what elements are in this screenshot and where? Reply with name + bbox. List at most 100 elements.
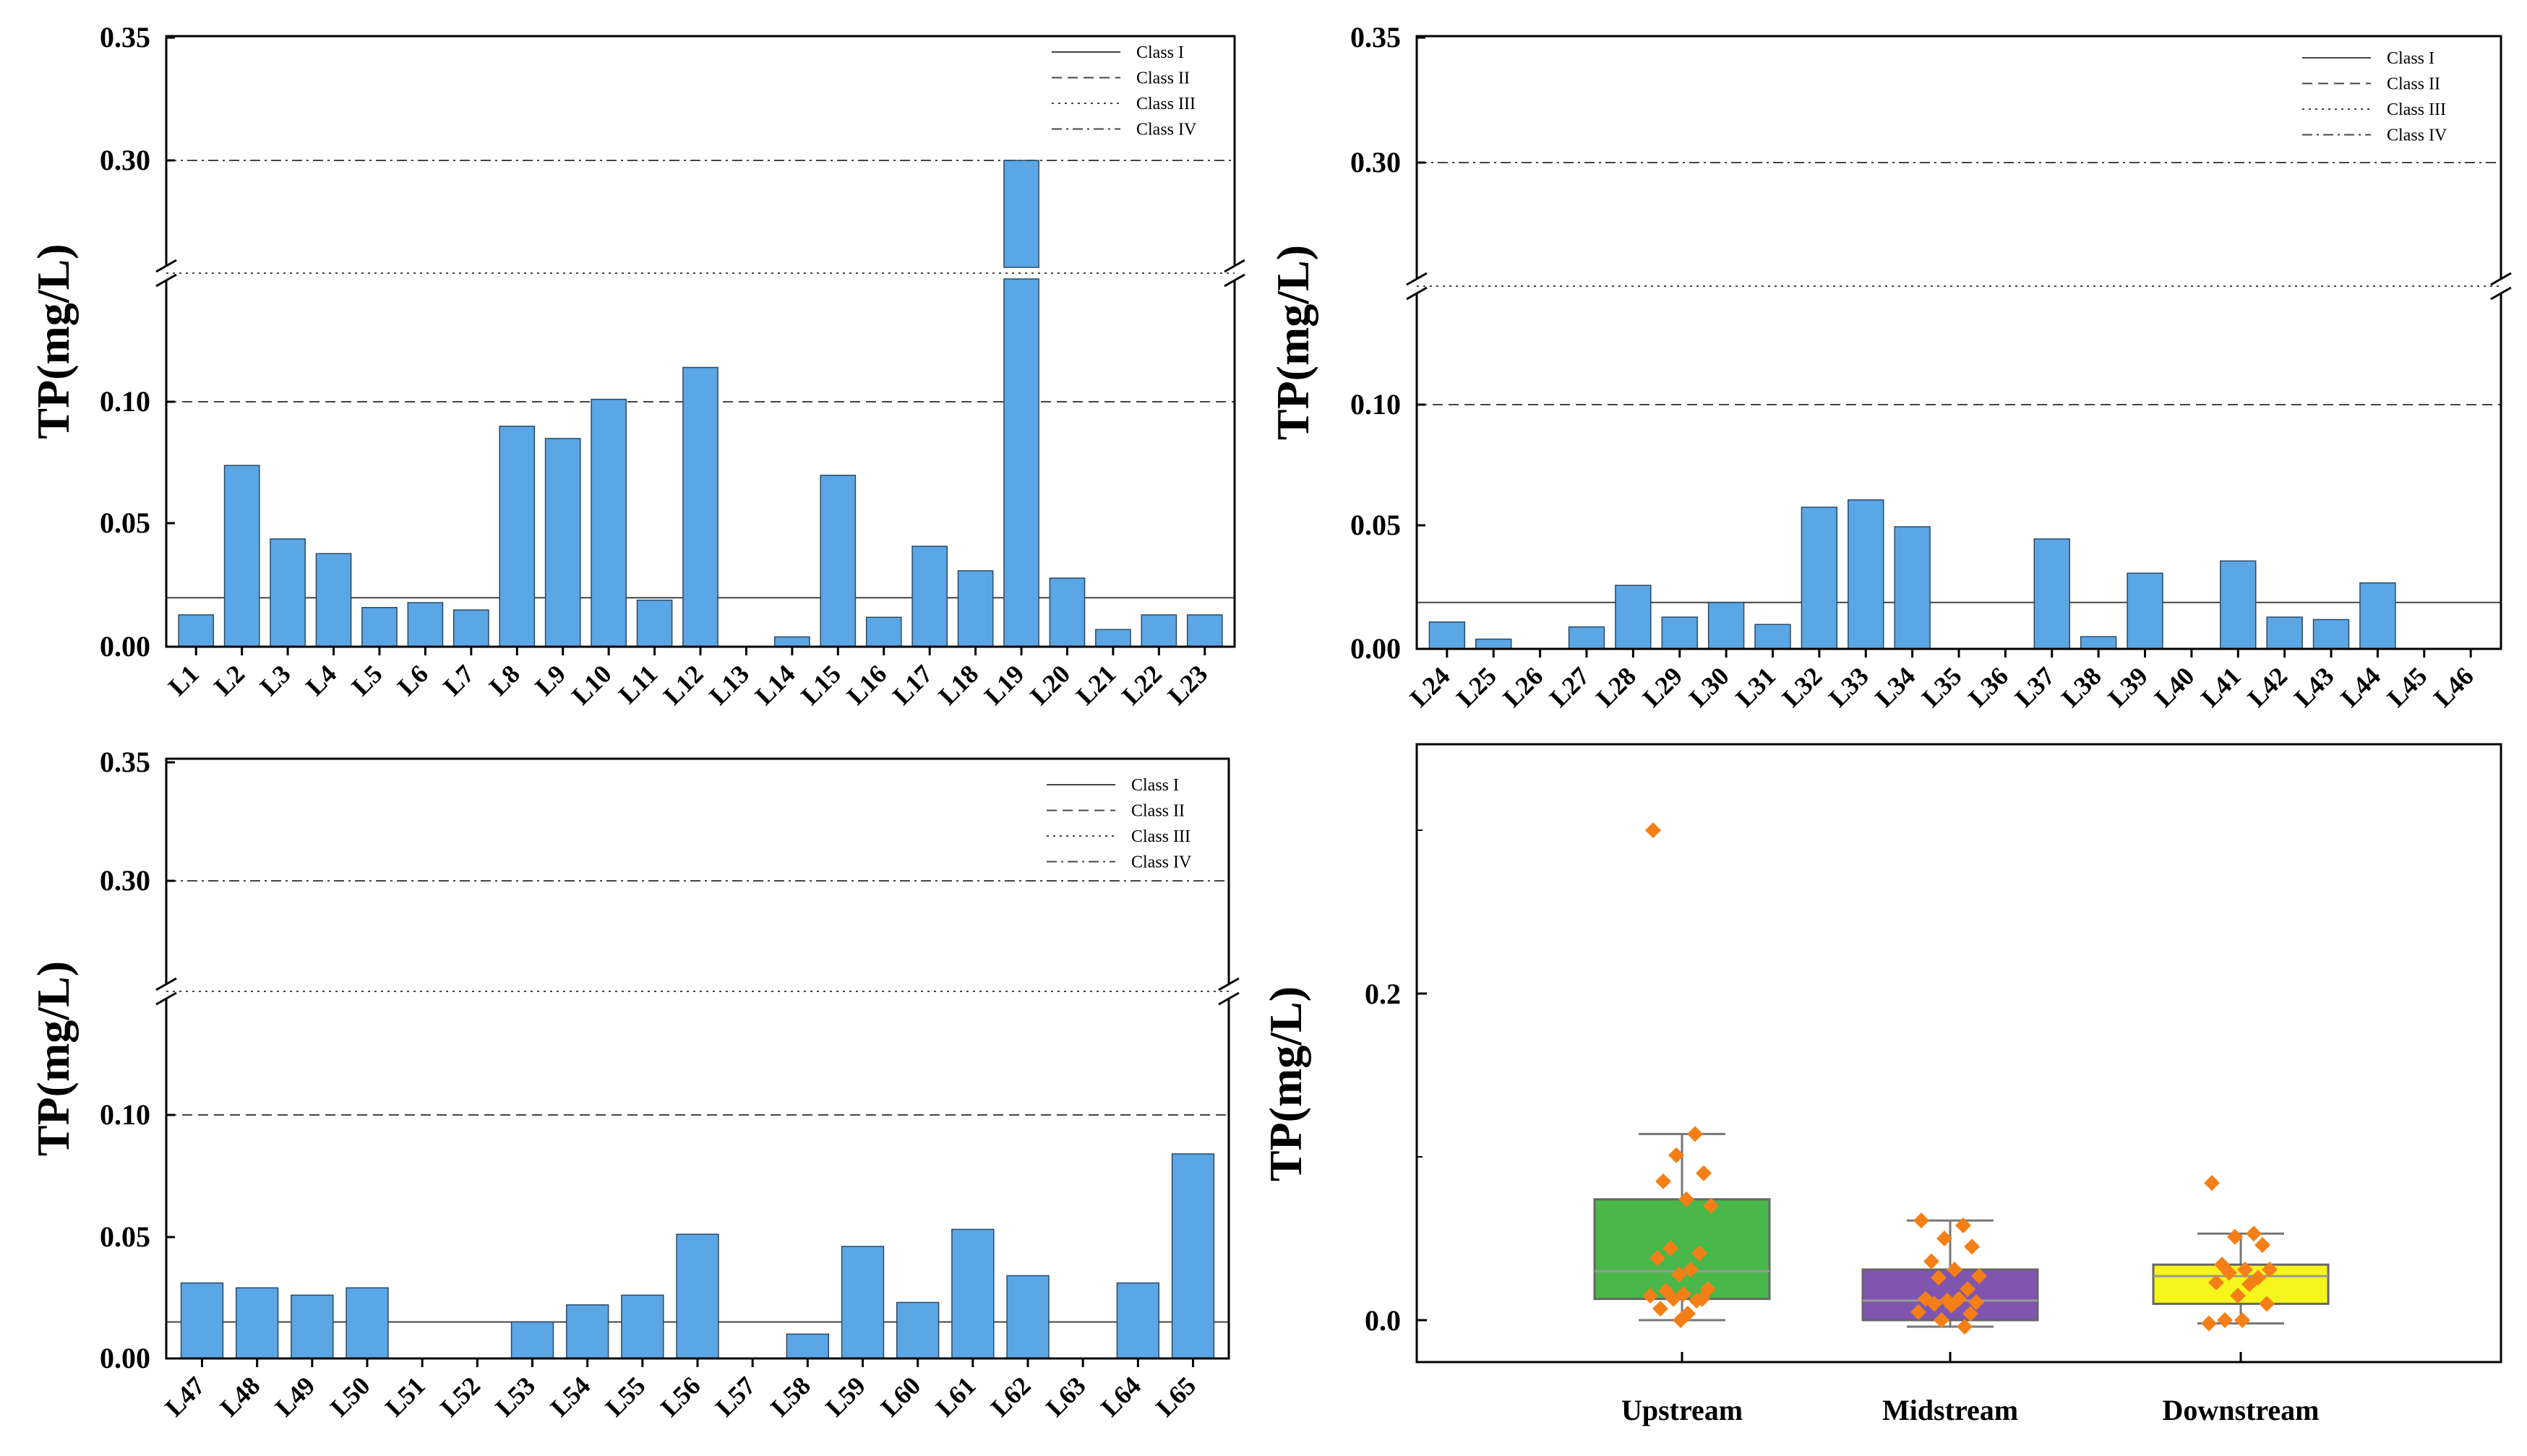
data-point-upstream <box>1678 1191 1694 1207</box>
bar-L16 <box>865 616 902 647</box>
legend-label-class-iii: Class III <box>1136 95 1196 113</box>
panel-a-bar-chart: L1 L2 L3 L4 L5 L6 L7 L8 L9L10L11L12L13L14L15L16L… <box>27 21 1245 710</box>
bar-L41 <box>2220 560 2257 650</box>
data-point-downstream <box>2259 1296 2275 1312</box>
axis-break-mark <box>155 977 177 991</box>
bar-L20 <box>1049 577 1086 647</box>
legend-label-class-ii: Class II <box>2387 75 2440 94</box>
x-tick-label-L48: L48 <box>215 1371 266 1422</box>
y-tick-label: 0.35 <box>100 21 150 53</box>
bar-L12 <box>682 366 718 647</box>
x-tick-label-L19: L19 <box>979 659 1030 710</box>
data-point-upstream <box>1683 1261 1699 1278</box>
bar-L33 <box>1848 499 1884 650</box>
x-tick-label-L6: L6 <box>392 659 434 701</box>
data-point-downstream <box>2227 1228 2243 1245</box>
x-tick-label-L5: L5 <box>346 659 388 701</box>
data-point-downstream <box>2221 1265 2237 1281</box>
axis-break-mark <box>1224 273 1245 288</box>
data-point-upstream <box>1665 1291 1681 1307</box>
data-point-upstream <box>1668 1147 1684 1163</box>
data-point-downstream <box>2241 1276 2257 1293</box>
data-point-upstream <box>1689 1292 1704 1309</box>
bar-L22 <box>1141 614 1177 647</box>
bar-L19-upper <box>1003 160 1039 268</box>
x-tick-label-L46: L46 <box>2428 661 2479 712</box>
bar-L14 <box>774 636 810 647</box>
x-tick-label-L14: L14 <box>750 659 801 710</box>
x-tick-label-L13: L13 <box>703 659 755 710</box>
bar-L59 <box>841 1246 885 1359</box>
data-point-midstream <box>1910 1304 1926 1320</box>
x-tick-label-L20: L20 <box>1024 659 1076 710</box>
x-tick-label-L3: L3 <box>254 659 296 701</box>
panel-c-bar-chart: L47 L48 L49 L50 L51 L52 L53 L54 L55 L56 L57 L58 L59 L… <box>27 746 1240 1422</box>
y-tick-label: 0.05 <box>1350 509 1401 541</box>
legend-label-class-i: Class I <box>1136 43 1184 62</box>
x-tick-label-L7: L7 <box>437 659 479 701</box>
bar-L37 <box>2033 538 2070 650</box>
bar-L3 <box>270 538 306 647</box>
bar-L55 <box>621 1294 664 1359</box>
x-tick-label-L29: L29 <box>1637 661 1689 712</box>
x-tick-label-L51: L51 <box>379 1371 431 1422</box>
bar-L4 <box>315 553 352 647</box>
data-point-midstream <box>1964 1239 1980 1255</box>
bar-L38 <box>2080 636 2117 650</box>
y-axis-label: TP(mg/L) <box>27 961 79 1156</box>
x-tick-label-L42: L42 <box>2242 661 2294 712</box>
y-tick-label: 0.10 <box>1350 388 1401 421</box>
x-tick-label-L58: L58 <box>765 1371 816 1422</box>
y-tick-label: 0.30 <box>100 144 150 176</box>
x-tick-label-L21: L21 <box>1071 659 1122 710</box>
bar-L65 <box>1171 1153 1215 1359</box>
data-point-downstream <box>2237 1261 2253 1278</box>
bar-L62 <box>1006 1275 1050 1359</box>
x-tick-label-L57: L57 <box>710 1371 761 1422</box>
data-point-midstream <box>1962 1305 1978 1322</box>
legend-label-class-ii: Class II <box>1136 69 1190 88</box>
x-tick-label-L55: L55 <box>600 1371 651 1422</box>
axis-break-mark <box>1218 991 1240 1006</box>
axis-break-mark <box>2490 272 2512 286</box>
x-tick-label-downstream: Downstream <box>2162 1394 2319 1426</box>
y-tick-label: 0.10 <box>100 385 150 418</box>
x-tick-label-L61: L61 <box>930 1371 982 1422</box>
x-tick-label-L26: L26 <box>1498 661 1549 712</box>
data-point-midstream <box>1955 1217 1971 1233</box>
y-tick-label: 0.05 <box>100 507 150 539</box>
x-tick-label-midstream: Midstream <box>1882 1394 2018 1426</box>
x-tick-label-L39: L39 <box>2102 661 2153 712</box>
x-tick-label-L45: L45 <box>2382 661 2433 712</box>
y-tick-label: 0.35 <box>100 746 150 778</box>
bar-L58 <box>786 1333 830 1359</box>
box-upstream <box>1593 1198 1771 1301</box>
x-tick-label-L18: L18 <box>933 659 984 710</box>
data-point-upstream <box>1662 1240 1678 1257</box>
legend-label-class-iv: Class IV <box>1131 853 1192 872</box>
bar-L42 <box>2266 616 2303 650</box>
bar-L9 <box>544 438 581 647</box>
x-tick-label-upstream: Upstream <box>1621 1394 1743 1426</box>
data-point-midstream <box>1957 1319 1973 1335</box>
x-tick-label-L60: L60 <box>875 1371 927 1422</box>
data-point-upstream <box>1673 1312 1689 1328</box>
y-tick-label: 0.30 <box>1350 146 1401 178</box>
y-tick-label: 0.30 <box>100 864 150 897</box>
data-point-downstream <box>2230 1288 2246 1304</box>
bar-L56 <box>676 1233 719 1359</box>
data-point-downstream <box>2246 1225 2262 1242</box>
axis-frame-lower <box>1415 293 2502 650</box>
data-point-midstream <box>1971 1267 1987 1284</box>
bar-L1 <box>178 614 215 647</box>
bar-L30 <box>1707 602 1745 650</box>
bar-L19-lower <box>1003 278 1039 647</box>
data-point-downstream <box>2262 1261 2278 1278</box>
bar-L47 <box>180 1282 224 1359</box>
axis-frame-lower <box>165 280 1236 648</box>
x-tick-label-L30: L30 <box>1683 661 1735 712</box>
x-tick-label-L40: L40 <box>2149 661 2200 712</box>
x-tick-label-L54: L54 <box>545 1371 596 1422</box>
y-tick-label: 0.35 <box>1350 21 1401 53</box>
data-point-upstream <box>1703 1197 1719 1214</box>
